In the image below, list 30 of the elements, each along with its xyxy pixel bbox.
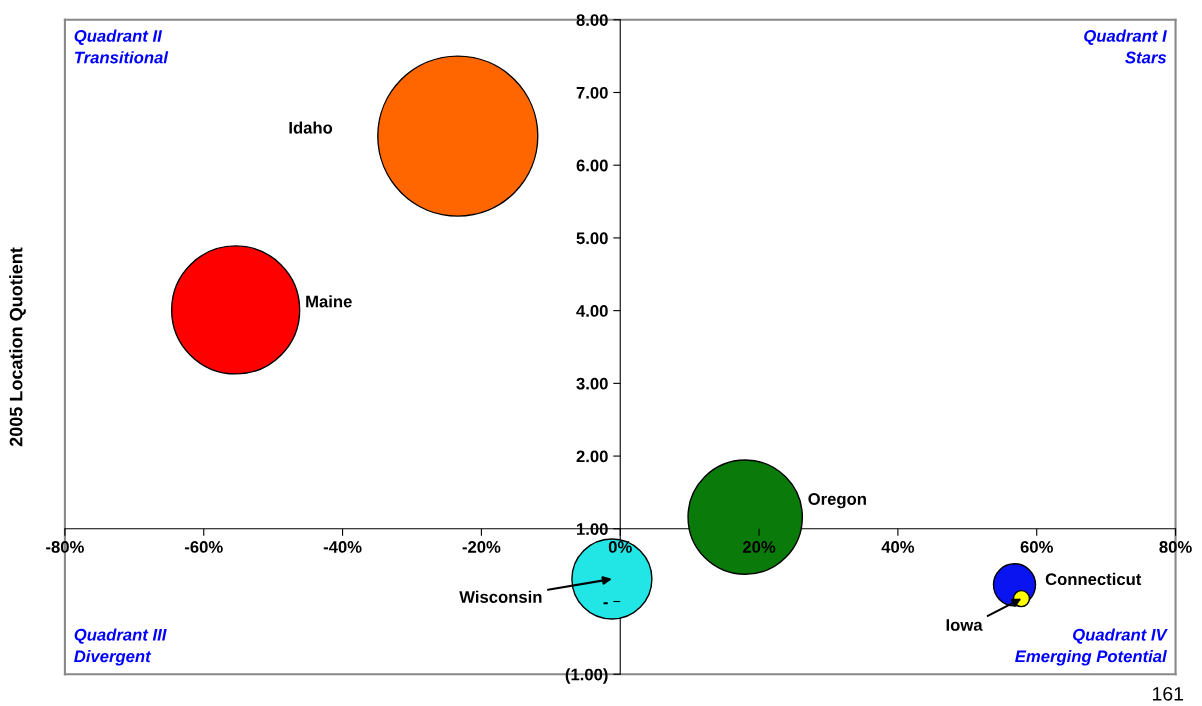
text: Iowa [946, 619, 983, 631]
x-tick-label: 40% [881, 541, 915, 553]
series-label: Maine [306, 295, 352, 308]
y-tick-label: 8.00 [576, 14, 608, 26]
y-tick-label: 7.00 [576, 86, 608, 99]
annotation: Quadrant I Stars [1084, 29, 1167, 64]
x-tick-label: 80% [1159, 541, 1192, 553]
y-tick-label: (1.00) [565, 668, 608, 684]
annotation: Quadrant II Transitional [74, 29, 169, 64]
series-label: Connecticut [1045, 572, 1142, 586]
series-label: Oregon [808, 493, 866, 509]
y-tick-label: 6.00 [576, 159, 608, 172]
x-tick-label: -80% [46, 541, 84, 553]
series-label: Wisconsin [459, 590, 542, 603]
text: 161 [1153, 686, 1184, 701]
x-tick-label: 20% [742, 541, 776, 553]
x-tick-label: 60% [1020, 541, 1053, 553]
y-axis-title: 2005 Location Quotient [9, 247, 26, 447]
y-tick-label: 3.00 [576, 377, 608, 390]
x-tick-label: -20% [462, 541, 501, 553]
x-tick-label: -60% [184, 541, 223, 553]
x-tick-label: 0% [608, 541, 632, 553]
y-tick-label: 4.00 [576, 305, 608, 317]
y-tick-label: 2.00 [576, 450, 608, 463]
y-tick-label: - [603, 602, 608, 605]
annotation: Quadrant III Divergent [74, 628, 167, 666]
y-tick-label: 5.00 [576, 232, 608, 245]
x-tick-label: -40% [323, 541, 362, 553]
text: Idaho [289, 121, 333, 134]
annotation: Quadrant IV Emerging Potential [1015, 628, 1168, 666]
